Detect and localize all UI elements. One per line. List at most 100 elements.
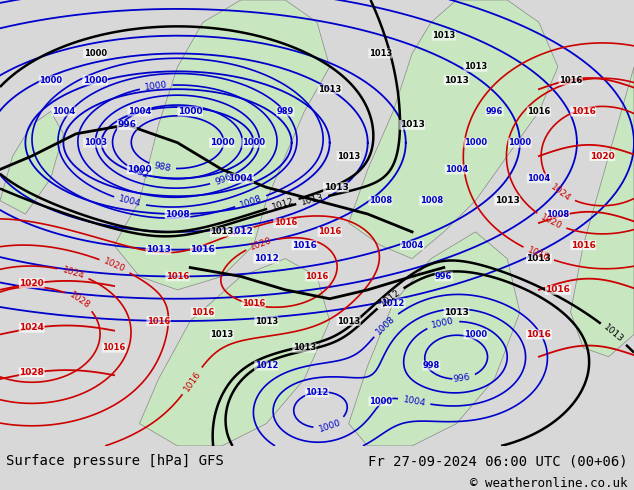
Text: 1008: 1008 (238, 194, 263, 210)
Text: 1016: 1016 (166, 272, 189, 281)
Text: 1020: 1020 (590, 151, 615, 161)
Text: 996: 996 (486, 107, 503, 116)
Polygon shape (349, 0, 558, 259)
Text: 1012: 1012 (271, 196, 295, 212)
Text: 1012: 1012 (228, 227, 254, 236)
Text: 1013: 1013 (323, 183, 349, 192)
Text: 1016: 1016 (527, 107, 550, 116)
Polygon shape (571, 67, 634, 357)
Text: 1013: 1013 (464, 62, 487, 72)
Text: 1024: 1024 (549, 182, 573, 203)
Text: 1000: 1000 (464, 330, 487, 339)
Text: 1000: 1000 (464, 138, 487, 147)
Text: 1028: 1028 (19, 368, 44, 377)
Text: 1020: 1020 (539, 213, 564, 231)
Text: 1004: 1004 (118, 195, 142, 209)
Text: 1000: 1000 (318, 418, 342, 434)
Text: 1016: 1016 (182, 369, 203, 393)
Text: 1012: 1012 (306, 388, 328, 397)
Text: 1012: 1012 (255, 361, 278, 370)
Text: 1004: 1004 (445, 165, 468, 174)
Text: 1013: 1013 (602, 323, 625, 344)
Text: 1008: 1008 (369, 196, 392, 205)
Text: 1004: 1004 (527, 174, 550, 183)
Text: 1000: 1000 (39, 76, 62, 85)
Text: 1013: 1013 (432, 31, 455, 40)
Text: 996: 996 (453, 373, 471, 384)
Text: 1008: 1008 (547, 210, 569, 219)
Polygon shape (349, 232, 520, 446)
Text: 1013: 1013 (210, 227, 233, 236)
Text: 1016: 1016 (103, 343, 126, 352)
Text: 992: 992 (131, 165, 150, 180)
Text: 1013: 1013 (318, 85, 341, 94)
Text: 1000: 1000 (369, 397, 392, 406)
Text: 1013: 1013 (337, 151, 360, 161)
Text: 1028: 1028 (67, 290, 91, 310)
Text: 1013: 1013 (369, 49, 392, 58)
Text: 1016: 1016 (306, 272, 328, 281)
Text: 1016: 1016 (559, 76, 582, 85)
Text: 1013: 1013 (293, 343, 316, 352)
Text: 989: 989 (276, 107, 294, 116)
Text: 1016: 1016 (571, 107, 596, 116)
Text: 1013: 1013 (399, 121, 425, 129)
Text: 1000: 1000 (84, 49, 107, 58)
Text: 1008: 1008 (374, 314, 397, 336)
Text: 1000: 1000 (242, 138, 265, 147)
Text: 1016: 1016 (147, 317, 170, 325)
Text: 1012: 1012 (382, 299, 404, 308)
Text: 1004: 1004 (401, 241, 424, 250)
Text: 1008: 1008 (420, 196, 443, 205)
Text: 996: 996 (117, 121, 136, 129)
Text: 1013: 1013 (300, 193, 325, 207)
Text: 1020: 1020 (249, 236, 273, 251)
Text: 1000: 1000 (178, 107, 202, 116)
Polygon shape (139, 259, 330, 446)
Text: 1013: 1013 (255, 317, 278, 325)
Text: 988: 988 (153, 161, 172, 173)
Text: 1000: 1000 (508, 138, 531, 147)
Text: 1024: 1024 (61, 265, 86, 280)
Text: Surface pressure [hPa] GFS: Surface pressure [hPa] GFS (6, 454, 224, 468)
Text: 1013: 1013 (444, 308, 469, 317)
Text: 1016: 1016 (191, 308, 214, 317)
Text: 1004: 1004 (128, 107, 151, 116)
Text: 1020: 1020 (103, 257, 127, 274)
Text: 1000: 1000 (430, 316, 455, 330)
Text: 1000: 1000 (127, 165, 152, 174)
Text: 1016: 1016 (526, 245, 551, 263)
Text: 1004: 1004 (52, 107, 75, 116)
Text: 996: 996 (435, 272, 453, 281)
Text: 1013: 1013 (495, 196, 520, 205)
Text: 1000: 1000 (144, 80, 168, 92)
Text: 1013: 1013 (146, 245, 171, 254)
Text: 1013: 1013 (337, 317, 360, 325)
Text: 1004: 1004 (402, 395, 426, 408)
Text: 1013: 1013 (444, 76, 469, 85)
Text: 1013: 1013 (526, 254, 552, 263)
Text: 1008: 1008 (165, 210, 190, 219)
Text: 1016: 1016 (242, 299, 265, 308)
Text: 998: 998 (422, 361, 440, 370)
Text: 1012: 1012 (254, 254, 279, 263)
Text: 1013: 1013 (210, 330, 233, 339)
Text: 1000: 1000 (83, 76, 107, 85)
Text: 996: 996 (214, 172, 233, 187)
Text: © weatheronline.co.uk: © weatheronline.co.uk (470, 477, 628, 490)
Text: 1024: 1024 (19, 323, 44, 332)
Polygon shape (114, 0, 330, 290)
Text: 1016: 1016 (318, 227, 341, 236)
Text: 1016: 1016 (274, 219, 297, 227)
Text: 1000: 1000 (210, 138, 234, 147)
Text: 1003: 1003 (84, 138, 107, 147)
Text: 1004: 1004 (228, 174, 254, 183)
Text: 1012: 1012 (378, 288, 402, 309)
Text: 1016: 1016 (545, 285, 571, 294)
Text: Fr 27-09-2024 06:00 UTC (00+06): Fr 27-09-2024 06:00 UTC (00+06) (368, 454, 628, 468)
Text: 1016: 1016 (526, 330, 552, 339)
Text: 1020: 1020 (19, 279, 44, 288)
Text: 1016: 1016 (190, 245, 216, 254)
Text: 1016: 1016 (571, 241, 596, 250)
Polygon shape (0, 112, 63, 214)
